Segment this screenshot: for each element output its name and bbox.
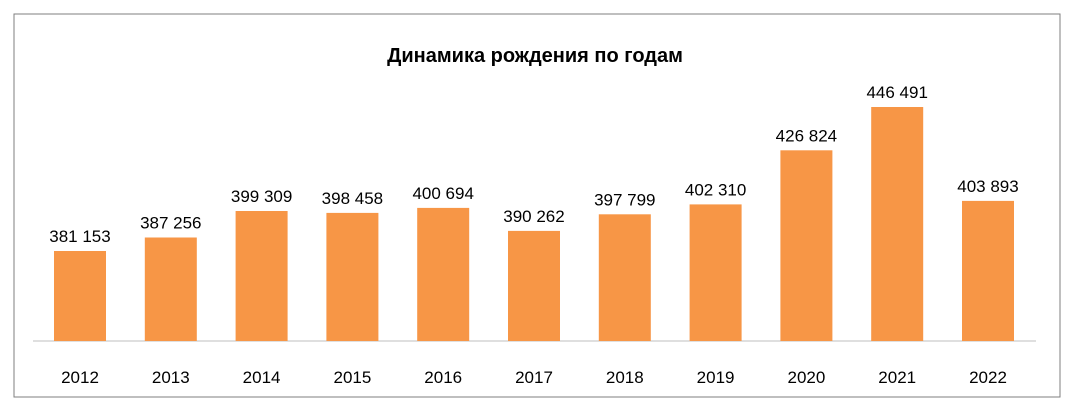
chart-title: Динамика рождения по годам bbox=[387, 45, 683, 67]
x-tick-label-2014: 2014 bbox=[243, 368, 281, 387]
bar-2020 bbox=[780, 150, 833, 341]
data-label-2014: 399 309 bbox=[231, 187, 292, 206]
bar-2012 bbox=[54, 251, 106, 341]
x-tick-label-2012: 2012 bbox=[61, 368, 99, 387]
x-tick-label-2021: 2021 bbox=[878, 368, 916, 387]
bar-2021 bbox=[871, 107, 924, 341]
bar-2016 bbox=[417, 207, 470, 341]
bar-2014 bbox=[235, 211, 288, 341]
x-tick-label-2020: 2020 bbox=[787, 368, 825, 387]
data-label-2019: 402 310 bbox=[685, 180, 746, 199]
bar-2013 bbox=[144, 237, 197, 341]
x-tick-label-2019: 2019 bbox=[697, 368, 735, 387]
bar-2022 bbox=[962, 200, 1014, 341]
x-tick-label-2017: 2017 bbox=[515, 368, 553, 387]
x-tick-label-2018: 2018 bbox=[606, 368, 644, 387]
data-labels-layer: 381 153 387 256 399 309 398 458 400 694 390 2… bbox=[49, 83, 1018, 246]
x-tick-labels-layer: 2012 2013 2014 2015 2016 2017 2018 2019 2020 2021… bbox=[61, 368, 1007, 387]
bar-2019 bbox=[689, 204, 742, 341]
x-tick-label-2022: 2022 bbox=[969, 368, 1007, 387]
bar-2018 bbox=[598, 214, 651, 341]
data-label-2020: 426 824 bbox=[776, 126, 837, 145]
bars-layer bbox=[54, 107, 1014, 341]
data-label-2013: 387 256 bbox=[140, 214, 201, 233]
data-label-2022: 403 893 bbox=[957, 177, 1018, 196]
data-label-2021: 446 491 bbox=[866, 83, 927, 102]
x-tick-label-2013: 2013 bbox=[152, 368, 190, 387]
data-label-2016: 400 694 bbox=[412, 184, 473, 203]
data-label-2015: 398 458 bbox=[322, 189, 383, 208]
data-label-2012: 381 153 bbox=[49, 227, 110, 246]
x-tick-label-2015: 2015 bbox=[333, 368, 371, 387]
bar-2015 bbox=[326, 212, 379, 341]
data-label-2018: 397 799 bbox=[594, 190, 655, 209]
bar-2017 bbox=[508, 230, 560, 341]
data-label-2017: 390 262 bbox=[503, 207, 564, 226]
x-tick-label-2016: 2016 bbox=[424, 368, 462, 387]
